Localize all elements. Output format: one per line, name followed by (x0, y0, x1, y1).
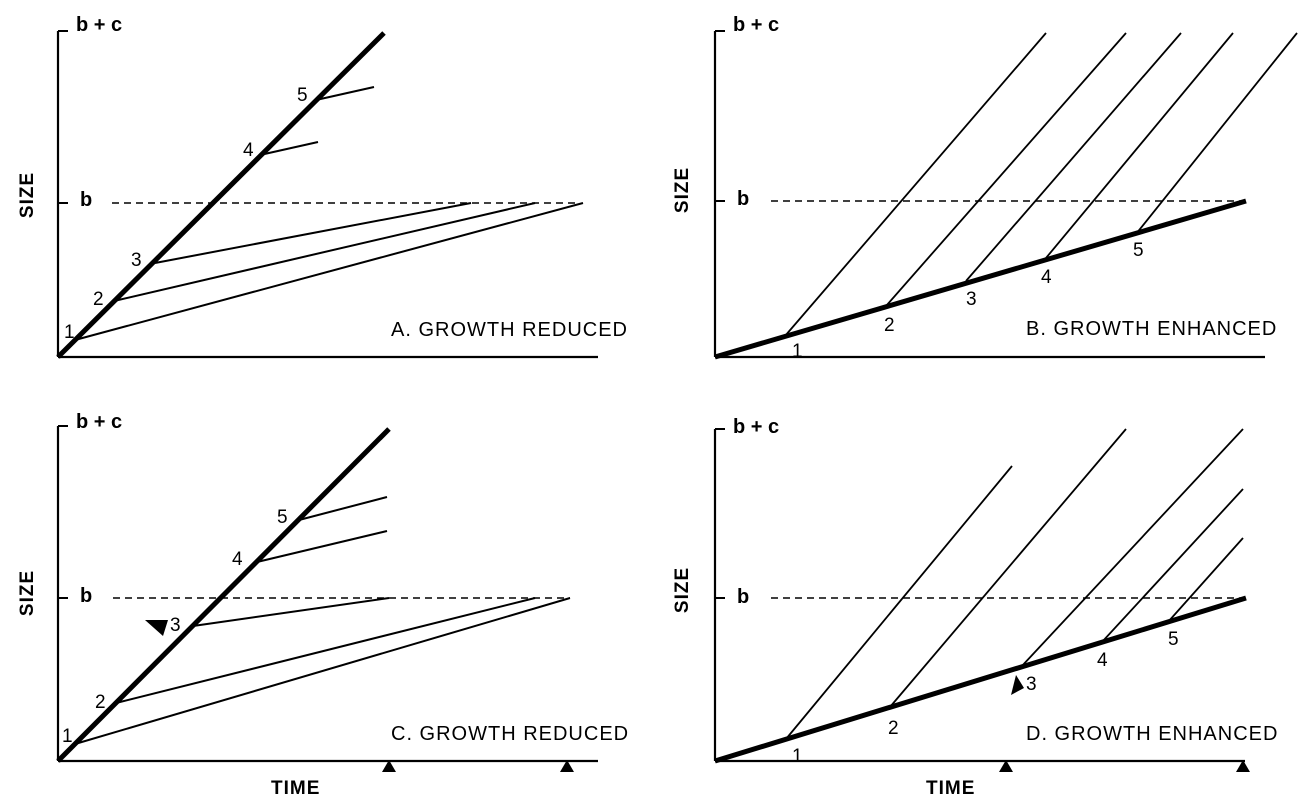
point-label-4: 4 (1041, 267, 1052, 288)
branch-line-4 (1101, 488, 1244, 643)
time-marker-icon (560, 760, 574, 772)
point-label-3: 3 (966, 289, 977, 310)
panel-b: b + c b SIZE 1 2 3 4 5 B. GROWTH ENHANCE… (672, 14, 1298, 362)
tick-label-b: b (737, 586, 749, 608)
point-label-5: 5 (297, 85, 308, 106)
tick-label-b-plus-c: b + c (733, 416, 779, 438)
branch-line-5 (298, 496, 388, 521)
tick-label-b: b (737, 188, 749, 210)
arrowhead-marker-icon (145, 620, 168, 636)
panel-c: b + c b SIZE 1 2 3 4 5 C. GROWTH REDUCED… (17, 411, 629, 799)
point-label-4: 4 (232, 549, 243, 570)
point-label-1: 1 (62, 726, 73, 747)
branch-line-5 (315, 86, 375, 101)
panel-title: B. GROWTH ENHANCED (1026, 318, 1277, 340)
point-label-2: 2 (884, 315, 895, 336)
y-axis-label: SIZE (17, 570, 38, 616)
panel-d: b + c b SIZE 1 2 3 4 5 D. GROWTH ENHANCE… (672, 416, 1278, 799)
primary-growth-line (714, 595, 1247, 764)
point-label-3: 3 (1026, 674, 1037, 695)
tick-label-b: b (80, 189, 92, 211)
branch-line-1 (74, 202, 584, 341)
time-marker-icon (382, 760, 396, 772)
y-axis-label: SIZE (672, 567, 693, 613)
point-label-5: 5 (1168, 629, 1179, 650)
y-axis-label: SIZE (672, 167, 693, 213)
tick-label-b-plus-c: b + c (76, 411, 122, 433)
panel-title: A. GROWTH REDUCED (391, 319, 628, 341)
branch-line-1 (785, 465, 1013, 740)
branch-line-2 (885, 32, 1127, 307)
time-marker-icon (1236, 760, 1250, 772)
time-marker-icon (999, 760, 1013, 772)
point-label-1: 1 (792, 746, 803, 767)
branch-line-5 (1167, 537, 1244, 623)
point-label-1: 1 (64, 322, 75, 343)
branch-line-3 (1020, 428, 1244, 668)
tick-label-b-plus-c: b + c (733, 14, 779, 36)
branch-line-4 (259, 141, 319, 156)
point-label-4: 4 (1097, 650, 1108, 671)
branch-line-1 (74, 597, 571, 745)
point-label-2: 2 (93, 289, 104, 310)
point-label-1: 1 (792, 341, 803, 362)
branch-line-2 (889, 428, 1127, 708)
primary-growth-line (56, 427, 391, 763)
branch-line-4 (1045, 32, 1234, 259)
point-label-3: 3 (170, 615, 181, 636)
panel-title: D. GROWTH ENHANCED (1026, 723, 1278, 745)
branch-line-3 (965, 32, 1182, 282)
branch-line-3 (154, 202, 472, 264)
branch-line-1 (784, 32, 1047, 337)
branch-line-3 (192, 597, 390, 627)
primary-growth-line (714, 198, 1247, 360)
branch-line-2 (115, 597, 536, 704)
tick-label-b: b (80, 585, 92, 607)
point-label-5: 5 (277, 507, 288, 528)
point-label-4: 4 (243, 140, 254, 161)
point-label-2: 2 (95, 692, 106, 713)
tick-label-b-plus-c: b + c (76, 14, 122, 36)
branch-line-5 (1135, 32, 1298, 235)
panel-a: b + c b SIZE 1 2 3 4 5 A. GROWTH REDUCED (17, 14, 628, 359)
branch-line-4 (256, 530, 388, 563)
arrowhead-marker-icon (1011, 675, 1024, 695)
point-label-3: 3 (131, 250, 142, 271)
y-axis-label: SIZE (17, 172, 38, 218)
x-axis-label: TIME (271, 778, 320, 799)
panel-title: C. GROWTH REDUCED (391, 723, 629, 745)
point-label-2: 2 (888, 718, 899, 739)
x-axis-label: TIME (926, 778, 975, 799)
primary-growth-line (56, 31, 386, 359)
branch-line-2 (113, 202, 536, 302)
point-label-5: 5 (1133, 240, 1144, 261)
